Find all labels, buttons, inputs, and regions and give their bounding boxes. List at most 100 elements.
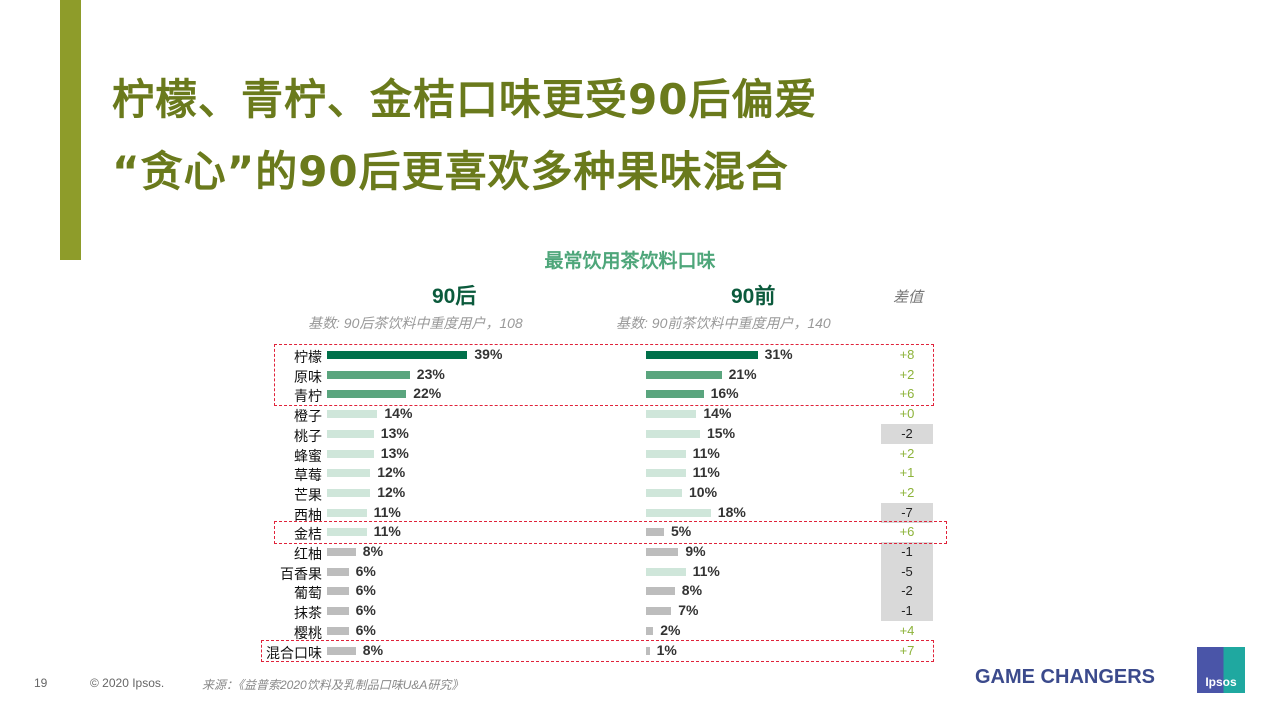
copyright: © 2020 Ipsos. (90, 676, 165, 690)
diff-value: +2 (899, 445, 915, 461)
diff-value: -5 (881, 561, 933, 582)
value-label: 2% (660, 621, 681, 638)
diff-value: +8 (899, 347, 915, 362)
bar-post90 (327, 626, 349, 635)
bar-post90 (327, 548, 356, 556)
category-label: 抹茶 (294, 605, 322, 622)
value-label: 21% (728, 365, 757, 382)
diff-value: +4 (899, 622, 915, 638)
bar-post90 (327, 587, 349, 596)
category-label: 金桔 (294, 526, 322, 543)
value-label: 13% (380, 424, 409, 441)
category-label: 西柚 (294, 506, 322, 523)
diff-value: +2 (899, 366, 915, 382)
value-label: 6% (355, 602, 376, 619)
highlight-box (274, 344, 934, 407)
diff-value: +0 (899, 406, 915, 422)
series-header-pre90: 90前 (731, 285, 776, 308)
category-label: 芒果 (294, 486, 322, 503)
diff-header: 差值 (893, 289, 924, 306)
value-label: 6% (355, 621, 376, 638)
bar-pre90 (646, 607, 672, 616)
diff-value: -2 (881, 581, 933, 602)
category-label: 樱桃 (294, 624, 322, 641)
diff-value: +7 (899, 642, 915, 658)
category-label: 葡萄 (294, 585, 322, 602)
category-label: 红柚 (294, 546, 322, 562)
value-label: 11% (373, 523, 401, 540)
category-label: 青柠 (294, 388, 322, 405)
bar-post90 (327, 429, 374, 438)
highlight-box (261, 639, 934, 663)
value-label: 22% (413, 385, 442, 402)
bar-post90 (327, 390, 407, 399)
value-label: 18% (717, 503, 746, 520)
value-label: 11% (692, 464, 720, 481)
category-label: 百香果 (280, 565, 322, 582)
series-header-post90: 90后 (432, 285, 477, 308)
chart-title: 最常饮用茶饮料口味 (544, 251, 716, 272)
value-label: 11% (692, 444, 720, 461)
bar-pre90 (646, 429, 700, 438)
value-label: 6% (355, 562, 376, 579)
bar-pre90 (646, 587, 675, 596)
value-label: 39% (474, 346, 503, 362)
value-label: 14% (384, 405, 413, 422)
bar-post90 (327, 351, 468, 359)
value-label: 12% (377, 483, 406, 500)
bar-pre90 (646, 351, 758, 359)
bar-pre90 (646, 508, 711, 517)
bar-post90 (327, 449, 374, 458)
value-label: 14% (703, 405, 732, 422)
bar-post90 (327, 410, 378, 419)
category-label: 橙子 (294, 408, 322, 425)
bar-post90 (327, 488, 371, 497)
value-label: 12% (377, 464, 406, 481)
value-label: 23% (416, 365, 445, 382)
value-label: 7% (678, 602, 699, 619)
page-title: 柠檬、青柠、金桔口味更受90后偏爱 (112, 75, 818, 124)
value-label: 1% (656, 641, 677, 658)
page-subtitle: “贪心”的90后更喜欢多种果味混合 (112, 147, 789, 196)
value-label: 8% (362, 641, 384, 658)
bar-post90 (327, 469, 371, 478)
page-number: 19 (34, 676, 48, 690)
bar-pre90 (646, 626, 654, 635)
bar-pre90 (646, 449, 686, 458)
bar-post90 (327, 607, 349, 616)
bar-pre90 (646, 390, 704, 399)
accent-bar (60, 0, 81, 260)
category-label: 草莓 (294, 467, 322, 484)
diff-value: -7 (881, 502, 933, 523)
diff-value: +1 (899, 465, 915, 481)
diff-value: +6 (899, 386, 915, 402)
bar-pre90 (646, 567, 686, 576)
bar-post90 (327, 370, 410, 379)
diff-value: -1 (881, 542, 933, 562)
ipsos-logo: Ipsos (1197, 647, 1245, 693)
value-label: 6% (355, 582, 376, 599)
bar-pre90 (646, 548, 679, 556)
diff-value: -2 (881, 423, 933, 444)
value-label: 10% (689, 483, 718, 500)
bar-pre90 (646, 488, 682, 497)
base-post90: 基数: 90后茶饮料中重度用户，108 (308, 315, 523, 331)
highlight-box (274, 521, 947, 544)
diff-value: +2 (899, 484, 915, 500)
category-label: 蜂蜜 (294, 447, 322, 464)
bar-pre90 (646, 469, 686, 478)
value-label: 11% (692, 562, 720, 579)
value-label: 16% (710, 385, 739, 402)
bar-post90 (327, 508, 367, 517)
bar-post90 (327, 528, 367, 537)
source-note: 来源：《益普索2020饮料及乳制品口味U&A研究》 (202, 678, 464, 692)
value-label: 8% (681, 582, 703, 599)
value-label: 5% (671, 523, 692, 540)
value-label: 8% (362, 543, 384, 559)
value-label: 9% (685, 543, 706, 559)
diff-value: +6 (899, 524, 915, 540)
bar-post90 (327, 646, 356, 655)
base-pre90: 基数: 90前茶饮料中重度用户，140 (616, 315, 831, 331)
category-label: 桃子 (294, 427, 322, 444)
bar-pre90 (646, 646, 650, 655)
